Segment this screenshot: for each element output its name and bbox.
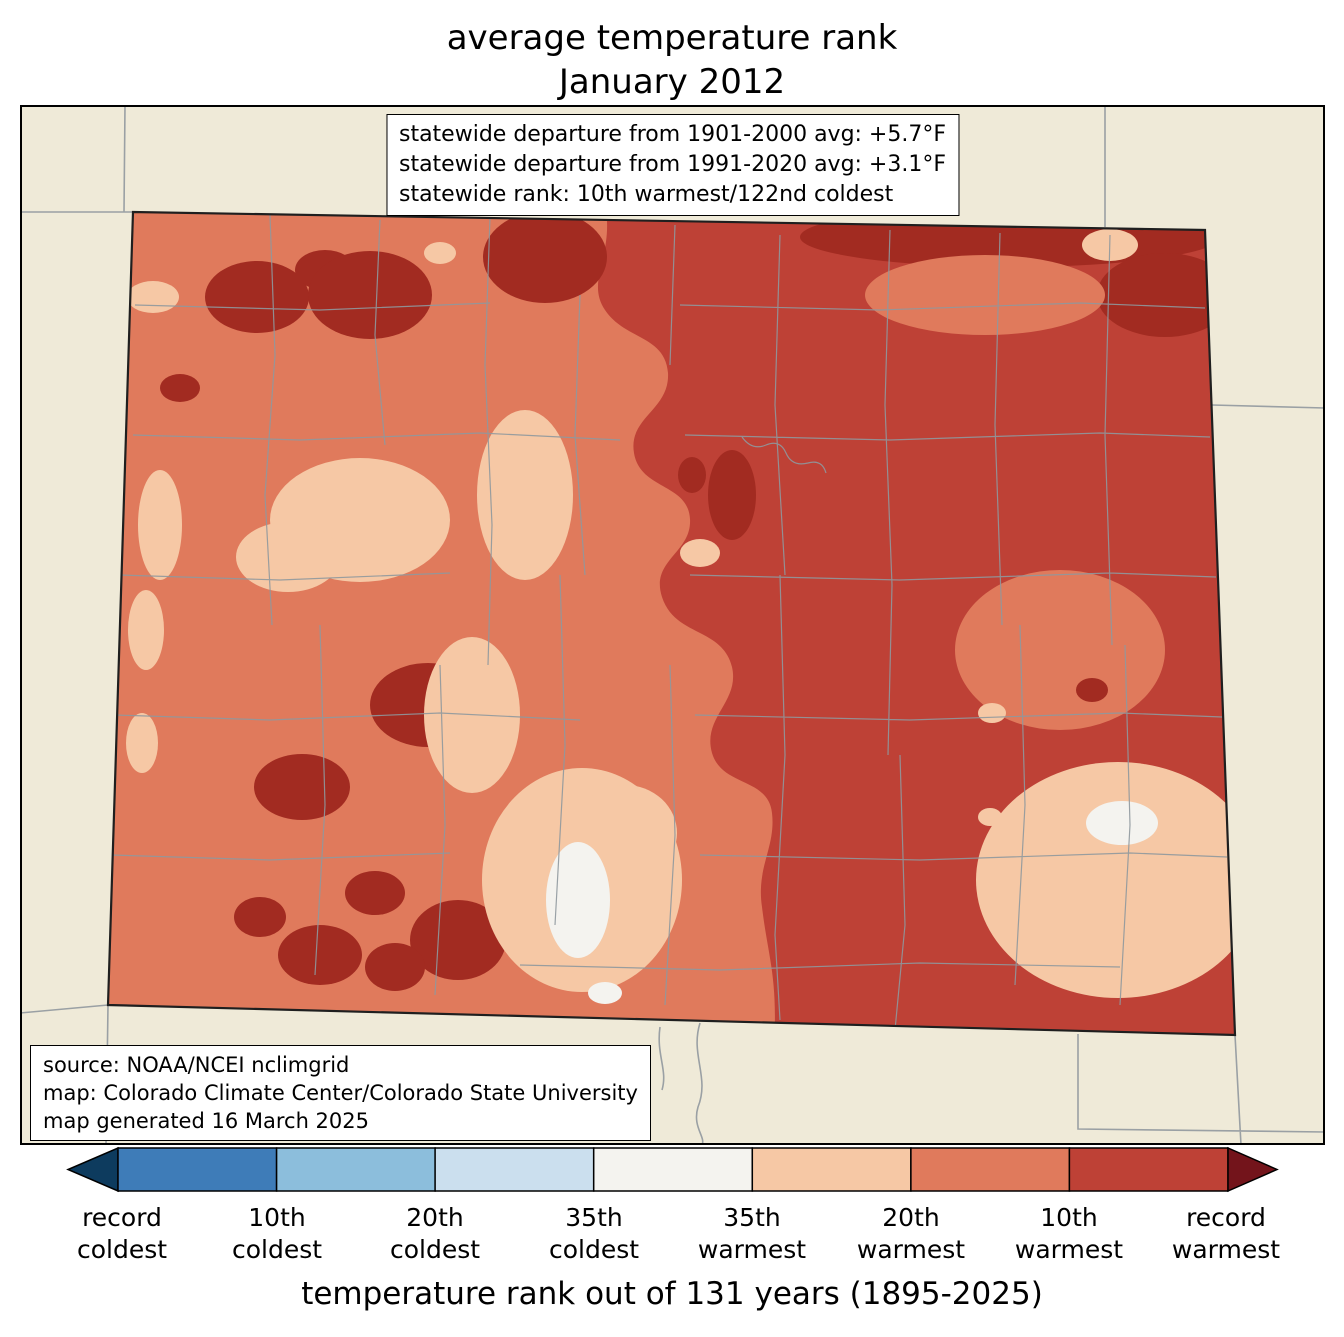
colorbar	[0, 1146, 1344, 1194]
colorbar-arrow-record-coldest	[66, 1146, 119, 1193]
stats-line-1: statewide departure from 1901-2000 avg: …	[398, 122, 947, 147]
colorbar-svg	[66, 1146, 1279, 1193]
colorbar-segment-10th-coldest	[117, 1147, 278, 1192]
regions-20th-warmest-east-patches	[865, 255, 1165, 730]
colorbar-segment-20th-warmest	[910, 1147, 1071, 1192]
cb-label-35th-warmest: 35th warmest	[697, 1203, 807, 1264]
region-dark-spot	[1076, 678, 1108, 702]
cb-label-record-coldest: record coldest	[76, 1203, 168, 1264]
source-line-3: map generated 16 March 2025	[43, 1109, 370, 1133]
cb-label-10th-warmest: 10th warmest	[1014, 1203, 1124, 1264]
colorbar-segment-35th-warmest	[751, 1147, 912, 1192]
statewide-stats-box: statewide departure from 1901-2000 avg: …	[385, 114, 960, 216]
cb-label-35th-coldest: 35th coldest	[548, 1203, 640, 1264]
cb-label-20th-warmest: 20th warmest	[856, 1203, 966, 1264]
stats-line-3: statewide rank: 10th warmest/122nd colde…	[398, 182, 894, 207]
source-line-2: map: Colorado Climate Center/Colorado St…	[43, 1081, 638, 1105]
map-outer-frame	[20, 105, 1325, 1145]
stats-line-2: statewide departure from 1991-2020 avg: …	[398, 152, 947, 177]
cb-label-10th-coldest: 10th coldest	[231, 1203, 323, 1264]
title-line-2: January 2012	[558, 62, 786, 102]
county-boundaries	[111, 214, 1228, 1031]
map-frame: statewide departure from 1901-2000 avg: …	[20, 105, 1325, 1145]
colorbar-segment-10th-warmest	[1068, 1147, 1229, 1192]
title-line-1: average temperature rank	[446, 18, 898, 58]
regions-near-median	[546, 801, 1158, 1004]
colorbar-arrow-record-warmest	[1227, 1146, 1279, 1193]
source-line-1: source: NOAA/NCEI nclimgrid	[43, 1053, 350, 1077]
cb-label-20th-coldest: 20th coldest	[389, 1203, 481, 1264]
colorado-fill-regions	[108, 212, 1235, 1035]
colorado-state-border	[106, 210, 1237, 1037]
colorbar-segment-middle	[592, 1147, 754, 1192]
colorbar-segment-35th-coldest	[434, 1147, 595, 1192]
colorado-temperature-rank-map	[20, 105, 1325, 1145]
colorbar-caption: temperature rank out of 131 years (1895-…	[301, 1276, 1043, 1312]
page-title: average temperature rank January 2012	[0, 16, 1344, 104]
colorbar-segment-20th-coldest	[275, 1147, 436, 1192]
source-attribution-box: source: NOAA/NCEI nclimgrid map: Colorad…	[30, 1045, 651, 1141]
cb-label-record-warmest: record warmest	[1171, 1203, 1281, 1264]
